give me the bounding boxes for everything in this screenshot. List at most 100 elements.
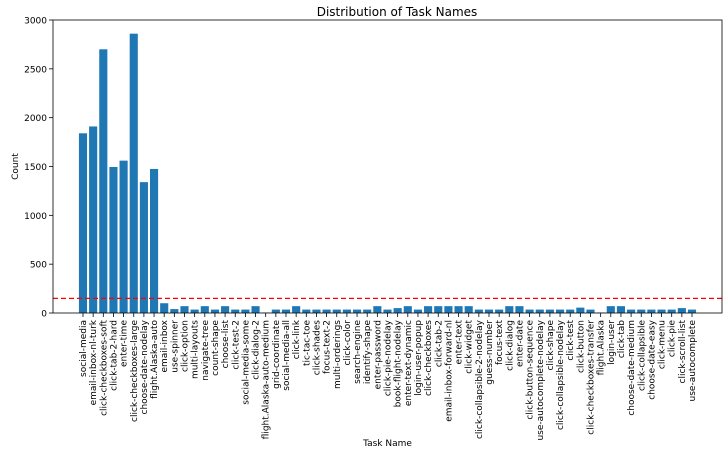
- x-tick-label: click-dialog-2: [252, 320, 262, 380]
- y-axis-label: Count: [11, 153, 21, 180]
- y-tick-label: 0: [41, 310, 47, 320]
- bar-choose-date-easy: [647, 310, 655, 313]
- bar-click-link: [292, 306, 300, 313]
- x-tick-label: search-engine: [353, 320, 363, 384]
- y-tick-label: 2500: [24, 65, 47, 75]
- bar-social-media: [79, 133, 87, 313]
- bar-email-inbox-nl-turk: [89, 126, 97, 313]
- x-tick-label: click-dialog: [505, 320, 515, 371]
- bar-email-inbox-forward-nl: [444, 306, 452, 313]
- x-tick-label: multi-orderings: [333, 320, 343, 389]
- bar-book-flight-nodelay: [394, 308, 402, 313]
- bar-grid-coordinate: [272, 310, 280, 313]
- x-tick-label: click-collapsible-2-nodelay: [475, 319, 485, 439]
- bar-enter-text-dynamic: [404, 306, 412, 313]
- x-tick-label: choose-date-easy: [647, 319, 657, 399]
- bar-search-engine: [353, 310, 361, 313]
- bar-email-inbox: [160, 303, 168, 313]
- x-tick-label: email-inbox-forward-nl: [444, 320, 454, 422]
- bars: [79, 34, 696, 313]
- x-tick-label: click-checkboxes-large: [130, 320, 140, 422]
- x-tick-label: enter-text: [455, 320, 465, 365]
- x-tick-label: click-button-sequence: [526, 320, 536, 420]
- x-tick-label: flight.Alaska: [597, 320, 607, 375]
- x-tick-label: click-test-2: [231, 320, 241, 370]
- bar-focus-text-2: [323, 310, 331, 313]
- x-tick-label: click-test: [566, 320, 576, 361]
- x-axis-label: Task Name: [362, 439, 412, 449]
- bar-click-scroll-list: [678, 308, 686, 313]
- bar-login-user-popup: [414, 310, 422, 313]
- x-tick-label: flight.Alaska-auto-medium: [262, 320, 272, 439]
- x-tick-label: enter-time: [120, 320, 130, 367]
- bar-click-tab-2: [434, 306, 442, 313]
- x-tick-label: choose-date-nodelay: [140, 319, 150, 414]
- x-tick-label: book-flight-nodelay: [394, 319, 404, 407]
- bar-click-shape: [546, 310, 554, 313]
- x-tick-label: login-user-popup: [414, 320, 424, 396]
- x-tick-label: click-checkboxes: [424, 320, 434, 396]
- bar-click-checkboxes: [424, 306, 432, 313]
- x-tick-label: click-pie: [668, 320, 678, 358]
- bar-click-widget: [465, 306, 473, 313]
- x-tick-label: use-spinner: [170, 320, 180, 373]
- x-tick-label: use-autocomplete-nodelay: [536, 319, 546, 440]
- bar-focus-text: [495, 310, 503, 313]
- x-tick-label: login-user: [607, 320, 617, 365]
- bar-use-autocomplete-nodelay: [536, 310, 544, 313]
- bar-guess-number: [485, 310, 493, 313]
- bar-click-test: [566, 310, 574, 313]
- y-tick-label: 1500: [24, 163, 47, 173]
- bar-login-user: [607, 306, 615, 313]
- x-tick-label: navigate-tree: [201, 320, 211, 381]
- y-tick-label: 1000: [24, 212, 47, 222]
- bar-click-checkboxes-large: [130, 34, 138, 313]
- x-tick-label: social-media-all: [282, 320, 292, 391]
- bar-click-dialog: [505, 306, 513, 313]
- bar-click-collapsible: [637, 310, 645, 313]
- x-tick-label: choose-list: [221, 320, 231, 369]
- x-tick-label: click-tab: [617, 320, 627, 358]
- bar-social-media-some: [241, 310, 249, 313]
- x-tick-label: click-menu: [658, 320, 668, 369]
- bar-click-checkboxes-transfer: [586, 310, 594, 313]
- x-tick-label: count-shape: [211, 320, 221, 376]
- x-tick-label: choose-date-medium: [627, 320, 637, 416]
- bar-click-menu: [657, 310, 665, 313]
- y-tick-label: 2000: [24, 114, 47, 124]
- bar-choose-date-medium: [627, 310, 635, 313]
- chart-title: Distribution of Task Names: [317, 5, 478, 19]
- x-tick-label: click-link: [292, 319, 302, 359]
- bar-click-button: [576, 308, 584, 313]
- bar-click-option: [180, 306, 188, 313]
- bar-click-dialog-2: [251, 306, 259, 313]
- x-tick-label: click-widget: [465, 320, 475, 374]
- bar-flight.Alaska-auto: [150, 169, 158, 313]
- x-tick-label: multi-layouts: [191, 320, 201, 379]
- x-tick-label: click-tab-2: [434, 320, 444, 367]
- x-tick-label: focus-text: [495, 320, 505, 365]
- x-tick-label: click-button: [576, 320, 586, 373]
- bar-use-spinner: [170, 309, 178, 313]
- bar-click-tab-2-hard: [109, 167, 117, 313]
- bar-click-button-sequence: [526, 310, 534, 313]
- x-tick-label: click-pie-nodelay: [384, 319, 394, 396]
- x-tick-label: click-collapsible-nodelay: [556, 319, 566, 430]
- x-tick-label: click-color: [343, 320, 353, 366]
- bar-choose-date-nodelay: [140, 182, 148, 313]
- x-tick-label: enter-date: [515, 320, 525, 367]
- bar-multi-layouts: [191, 310, 199, 313]
- x-tick-label: identify-shape: [363, 320, 373, 385]
- bar-multi-orderings: [333, 310, 341, 313]
- bar-use-autocomplete: [688, 310, 696, 313]
- x-tick-label: email-inbox-nl-turk: [89, 319, 99, 405]
- bar-enter-text: [454, 306, 462, 313]
- x-tick-label: click-shape: [546, 320, 556, 371]
- bar-click-collapsible-2-nodelay: [475, 310, 483, 313]
- x-tick-label: click-tab-2-hard: [109, 320, 119, 391]
- x-tick-label: flight.Alaska-auto: [150, 320, 160, 399]
- bar-identify-shape: [363, 310, 371, 313]
- x-tick-label: focus-text-2: [323, 320, 333, 374]
